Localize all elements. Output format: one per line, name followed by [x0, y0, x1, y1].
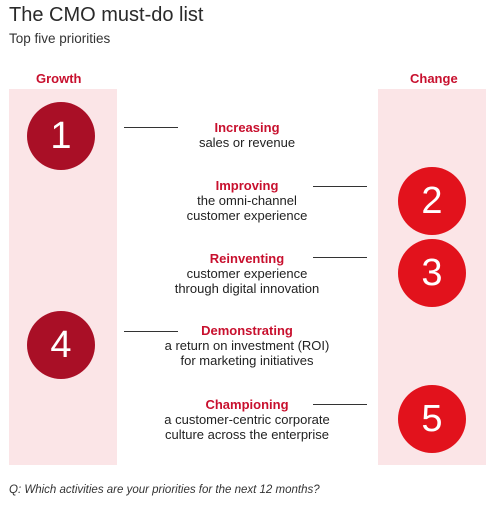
priority-4-text: Demonstrating a return on investment (RO…: [137, 323, 357, 368]
priority-2-heading: Improving: [215, 178, 279, 193]
priority-1-heading: Increasing: [214, 120, 280, 135]
priority-3-connector: [313, 257, 367, 258]
priority-1-connector: [124, 127, 178, 128]
priority-2-connector: [313, 186, 367, 187]
survey-question: Q: Which activities are your priorities …: [9, 484, 320, 496]
growth-column-header: Growth: [36, 71, 82, 86]
priority-1-circle: 1: [27, 102, 95, 170]
priority-2-text: Improving the omni-channel customer expe…: [137, 178, 357, 223]
priority-3-heading: Reinventing: [209, 251, 285, 266]
priority-3-text: Reinventing customer experience through …: [137, 251, 357, 296]
priority-5-circle: 5: [398, 385, 466, 453]
priority-5-connector: [313, 404, 367, 405]
priority-5-text: Championing a customer-centric corporate…: [137, 397, 357, 442]
priority-4-line-2: for marketing initiatives: [180, 353, 314, 368]
priority-4-line-1: a return on investment (ROI): [164, 338, 330, 353]
priority-4-circle: 4: [27, 311, 95, 379]
priority-5-line-1: a customer-centric corporate: [164, 412, 330, 427]
page-subtitle: Top five priorities: [9, 31, 111, 46]
priority-1-text: Increasing sales or revenue: [137, 120, 357, 150]
priority-3-line-2: through digital innovation: [174, 281, 320, 296]
priority-4-heading: Demonstrating: [201, 323, 293, 338]
priority-2-line-2: customer experience: [186, 208, 308, 223]
priority-2-circle: 2: [398, 167, 466, 235]
priority-3-circle: 3: [398, 239, 466, 307]
priority-3-line-1: customer experience: [186, 266, 308, 281]
priority-5-heading: Championing: [205, 397, 289, 412]
priority-2-number: 2: [421, 179, 443, 222]
priority-5-line-2: culture across the enterprise: [164, 427, 330, 442]
priority-2-line-1: the omni-channel: [197, 193, 297, 208]
priority-4-number: 4: [50, 323, 72, 366]
page-title: The CMO must-do list: [9, 4, 204, 26]
priority-1-number: 1: [50, 114, 72, 157]
priority-3-number: 3: [421, 251, 443, 294]
change-column-header: Change: [410, 71, 458, 86]
priority-4-connector: [124, 331, 178, 332]
priority-1-line-1: sales or revenue: [198, 135, 296, 150]
priority-5-number: 5: [421, 397, 443, 440]
